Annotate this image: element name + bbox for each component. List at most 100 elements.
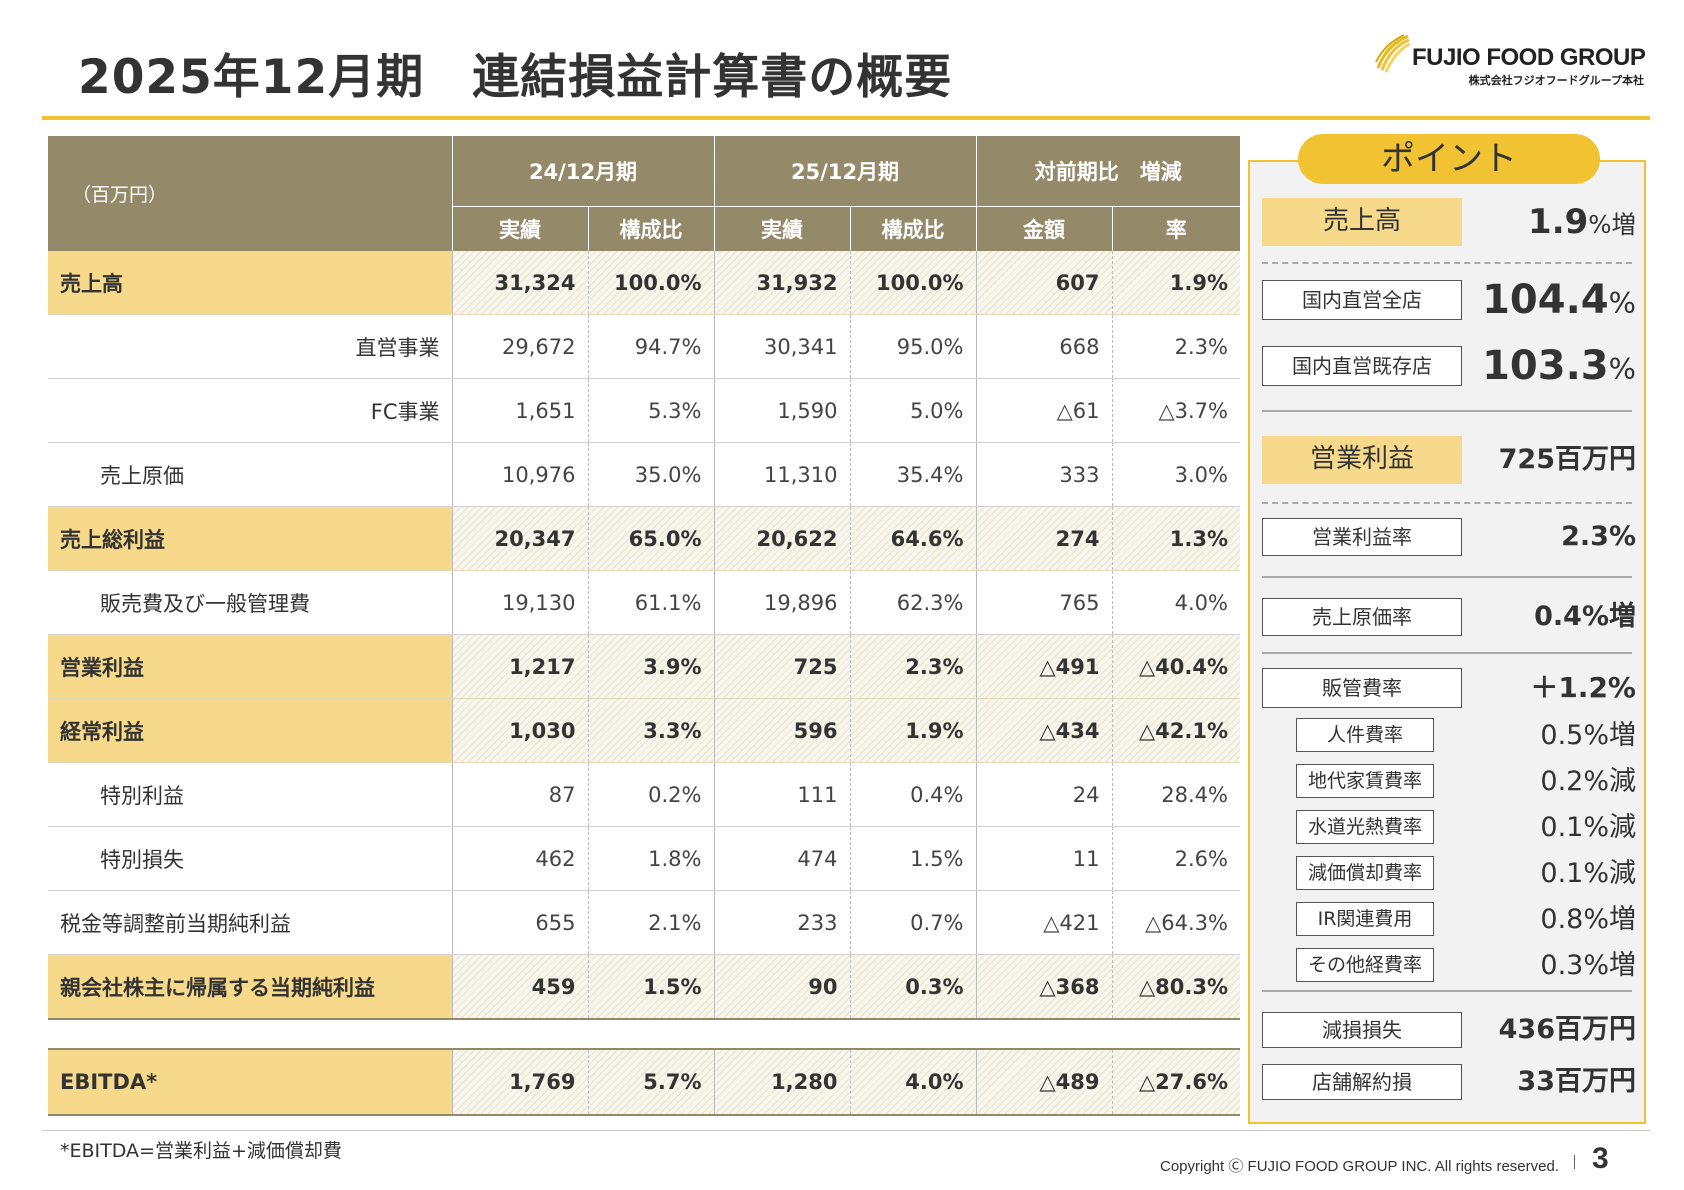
utilities-cost-ratio-label: 水道光熱費率	[1296, 810, 1434, 844]
table-cell: 3.3%	[587, 698, 714, 763]
footer-divider	[1574, 1155, 1575, 1169]
table-row: 売上総利益 20,347 65.0% 20,622 64.6% 274 1.3%	[48, 506, 1240, 571]
table-cell: 274	[975, 506, 1112, 571]
table-cell: 233	[713, 890, 850, 955]
row-label: EBITDA*	[48, 1048, 452, 1116]
table-cell: 462	[451, 826, 588, 891]
table-cell: 10,976	[451, 442, 588, 507]
table-cell: 35.4%	[849, 442, 976, 507]
table-cell: 100.0%	[849, 251, 976, 315]
table-cell: 3.9%	[587, 634, 714, 699]
sga-ratio-value: ＋1.2%	[1380, 668, 1636, 708]
points-title: ポイント	[1298, 134, 1600, 184]
table-row: 特別損失 462 1.8% 474 1.5% 11 2.6%	[48, 826, 1240, 891]
table-row: 販売費及び一般管理費 19,130 61.1% 19,896 62.3% 765 4.0%	[48, 570, 1240, 635]
table-cell: 61.1%	[587, 570, 714, 635]
impairment-loss-value-number: 436百万円	[1498, 1014, 1636, 1045]
domestic-all-stores-value-number: 104.4	[1482, 277, 1609, 323]
table-cell: 28.4%	[1111, 762, 1240, 827]
table-cell: △434	[975, 698, 1112, 763]
table-cell: 459	[451, 954, 588, 1020]
points-separator	[1262, 410, 1632, 412]
row-label: 直営事業	[48, 314, 452, 379]
logo-subtitle: 株式会社フジオフードグループ本社	[1468, 74, 1644, 87]
table-row: 直営事業 29,672 94.7% 30,341 95.0% 668 2.3%	[48, 314, 1240, 379]
rent-cost-ratio-value-number: 0.2%減	[1540, 766, 1636, 797]
table-cell: 0.3%	[849, 954, 976, 1020]
column-header: 率	[1111, 206, 1240, 251]
row-label: 特別利益	[48, 762, 452, 827]
table-cell: 100.0%	[587, 251, 714, 315]
cost-ratio-value-number: 0.4%増	[1534, 601, 1636, 632]
table-cell: 1,769	[451, 1048, 588, 1116]
table-cell: 90	[713, 954, 850, 1020]
table-cell: △3.7%	[1111, 378, 1240, 443]
table-row: 経常利益 1,030 3.3% 596 1.9% △434 △42.1%	[48, 698, 1240, 763]
column-header: 構成比	[849, 206, 976, 251]
row-label: 売上高	[48, 251, 452, 315]
table-cell: 607	[975, 251, 1112, 315]
table-cell: 1,280	[713, 1048, 850, 1116]
depreciation-cost-ratio-value: 0.1%減	[1440, 856, 1636, 892]
title-rule	[42, 116, 1650, 120]
points-separator	[1262, 652, 1632, 654]
company-logo: FUJIO FOOD GROUP 株式会社フジオフードグループ本社	[1374, 34, 1646, 94]
column-header: 実績	[713, 206, 850, 251]
table-cell: 35.0%	[587, 442, 714, 507]
row-label: 税金等調整前当期純利益	[48, 890, 452, 955]
table-cell: 1.8%	[587, 826, 714, 891]
table-cell: 5.3%	[587, 378, 714, 443]
table-cell: 1.5%	[849, 826, 976, 891]
depreciation-cost-ratio-value-number: 0.1%減	[1540, 858, 1636, 889]
table-cell: 2.3%	[849, 634, 976, 699]
table-cell: △368	[975, 954, 1112, 1020]
table-cell: △64.3%	[1111, 890, 1240, 955]
table-cell: 31,324	[451, 251, 588, 315]
table-cell: 0.7%	[849, 890, 976, 955]
table-cell: 62.3%	[849, 570, 976, 635]
period-header: 24/12月期	[451, 136, 714, 207]
sales-growth-value: 1.9%増	[1380, 198, 1636, 246]
table-cell: 1,651	[451, 378, 588, 443]
ir-cost-label: IR関連費用	[1296, 902, 1434, 936]
row-label: 経常利益	[48, 698, 452, 763]
row-label: 売上原価	[48, 442, 452, 507]
row-label: 営業利益	[48, 634, 452, 699]
personnel-cost-ratio-value: 0.5%増	[1440, 718, 1636, 754]
domestic-existing-stores-label: 国内直営既存店	[1262, 346, 1462, 386]
table-cell: 5.0%	[849, 378, 976, 443]
row-label: 売上総利益	[48, 506, 452, 571]
table-cell: 65.0%	[587, 506, 714, 571]
table-cell: 1,030	[451, 698, 588, 763]
cost-ratio-label: 売上原価率	[1262, 598, 1462, 636]
table-cell: 1,217	[451, 634, 588, 699]
table-cell: 11	[975, 826, 1112, 891]
sales-label: 売上高	[1262, 198, 1462, 246]
table-cell: 19,896	[713, 570, 850, 635]
personnel-cost-ratio-label: 人件費率	[1296, 718, 1434, 752]
table-cell: 2.3%	[1111, 314, 1240, 379]
domestic-existing-stores-value: 103.3%	[1380, 342, 1636, 390]
income-statement-table: （百万円） 24/12月期 25/12月期 対前期比 増減 実績 構成比 実績 …	[48, 136, 1240, 1116]
table-cell: 1.9%	[1111, 251, 1240, 315]
utilities-cost-ratio-value-number: 0.1%減	[1540, 812, 1636, 843]
impairment-loss-value: 436百万円	[1380, 1012, 1636, 1048]
table-cell: 24	[975, 762, 1112, 827]
other-expense-ratio-value-number: 0.3%増	[1540, 950, 1636, 981]
table-cell: 29,672	[451, 314, 588, 379]
table-cell: △80.3%	[1111, 954, 1240, 1020]
table-cell: 19,130	[451, 570, 588, 635]
table-cell: 596	[713, 698, 850, 763]
footnote: *EBITDA=営業利益+減価償却費	[60, 1140, 342, 1162]
table-cell: 668	[975, 314, 1112, 379]
cost-ratio-value: 0.4%増	[1380, 598, 1636, 636]
operating-profit-value-number: 725百万円	[1498, 444, 1636, 475]
store-closure-loss-label: 店舗解約損	[1262, 1064, 1462, 1100]
table-cell: 87	[451, 762, 588, 827]
footer-rule	[42, 1130, 1650, 1131]
row-label: 販売費及び一般管理費	[48, 570, 452, 635]
table-cell: 95.0%	[849, 314, 976, 379]
column-header: 実績	[451, 206, 588, 251]
table-cell: 111	[713, 762, 850, 827]
domestic-all-stores-label: 国内直営全店	[1262, 280, 1462, 320]
